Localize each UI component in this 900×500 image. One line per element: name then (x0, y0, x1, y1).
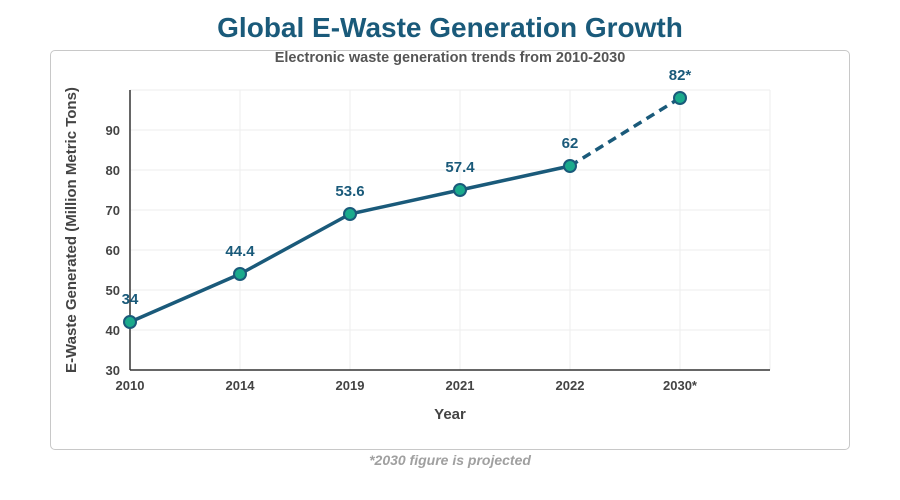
series-line-projected (569, 96, 681, 168)
y-tick-label: 80 (106, 163, 120, 178)
chart-title: Global E-Waste Generation Growth (217, 12, 683, 43)
y-tick-label: 30 (106, 363, 120, 378)
x-axis-label: Year (434, 406, 466, 423)
data-point (673, 91, 687, 105)
x-tick-label: 2021 (446, 378, 475, 393)
data-label: 53.6 (335, 183, 364, 200)
y-ticks: 30 40 50 60 70 80 90 (106, 123, 120, 378)
data-label: 57.4 (445, 159, 475, 176)
x-tick-label: 2019 (336, 378, 365, 393)
data-point (563, 159, 577, 173)
x-tick-label: 2010 (116, 378, 145, 393)
data-label: 62 (562, 135, 579, 152)
axes (129, 90, 770, 371)
data-label: 44.4 (225, 243, 255, 260)
x-ticks: 2010 2014 2019 2021 2022 2030* (116, 378, 698, 393)
data-point (123, 315, 137, 329)
data-point (343, 207, 357, 221)
y-tick-label: 60 (106, 243, 120, 258)
x-tick-label: 2030* (663, 378, 698, 393)
y-axis-label: E-Waste Generated (Million Metric Tons) (63, 87, 80, 373)
x-tick-label: 2022 (556, 378, 585, 393)
y-tick-label: 70 (106, 203, 120, 218)
data-point (233, 267, 247, 281)
data-label: 34 (122, 291, 139, 308)
footnote: *2030 figure is projected (369, 452, 531, 468)
data-point (453, 183, 467, 197)
data-label: 82* (669, 67, 692, 84)
chart-subtitle: Electronic waste generation trends from … (274, 50, 626, 66)
data-labels: 34 44.4 53.6 57.4 62 82* (122, 67, 692, 308)
grid-lines (130, 89, 771, 370)
y-tick-label: 50 (106, 283, 120, 298)
x-tick-label: 2014 (226, 378, 256, 393)
data-points (123, 91, 687, 329)
y-tick-label: 40 (106, 323, 120, 338)
y-tick-label: 90 (106, 123, 120, 138)
